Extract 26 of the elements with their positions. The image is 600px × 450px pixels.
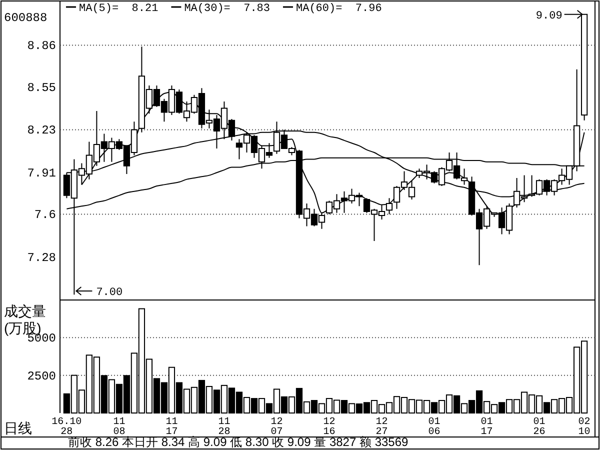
y-tick-label: 7.91 [27,166,56,181]
x-tick-label: 11 08 [113,417,126,438]
x-tick-label: 12 07 [270,417,283,438]
x-tick-label: 11 28 [218,417,230,438]
y-tick-label: 8.55 [27,80,56,95]
y-tick-label: 8.23 [27,124,56,138]
x-tick-label: 01 06 [428,417,440,438]
x-tick-label: 16.10 28 [52,417,82,438]
x-tick-label: 12 16 [323,417,336,438]
annotation: 7.00 [96,287,123,299]
x-tick-label: 11 17 [166,417,178,438]
x-tick-label: 02 10 [578,417,590,438]
legend-label: MA(5)= 8.21 [79,3,159,15]
y-tick-label: 7.6 [34,208,56,222]
x-axis-title: 日线 [4,420,32,436]
annotation: 9.09 [536,10,562,22]
legend-label: MA(30)= 7.83 [184,3,270,15]
y-tick-label: 8.86 [27,39,56,54]
y-tick-label: 2500 [27,369,56,384]
y-tick-label: 7.28 [27,251,56,266]
text: 600888 [4,11,48,25]
candlestick [581,14,588,121]
legend-label: MA(60)= 7.96 [296,3,382,15]
x-tick-label: 12 27 [376,417,388,438]
x-tick-label: 01 26 [533,417,546,438]
x-tick-label: 01 17 [480,417,493,438]
